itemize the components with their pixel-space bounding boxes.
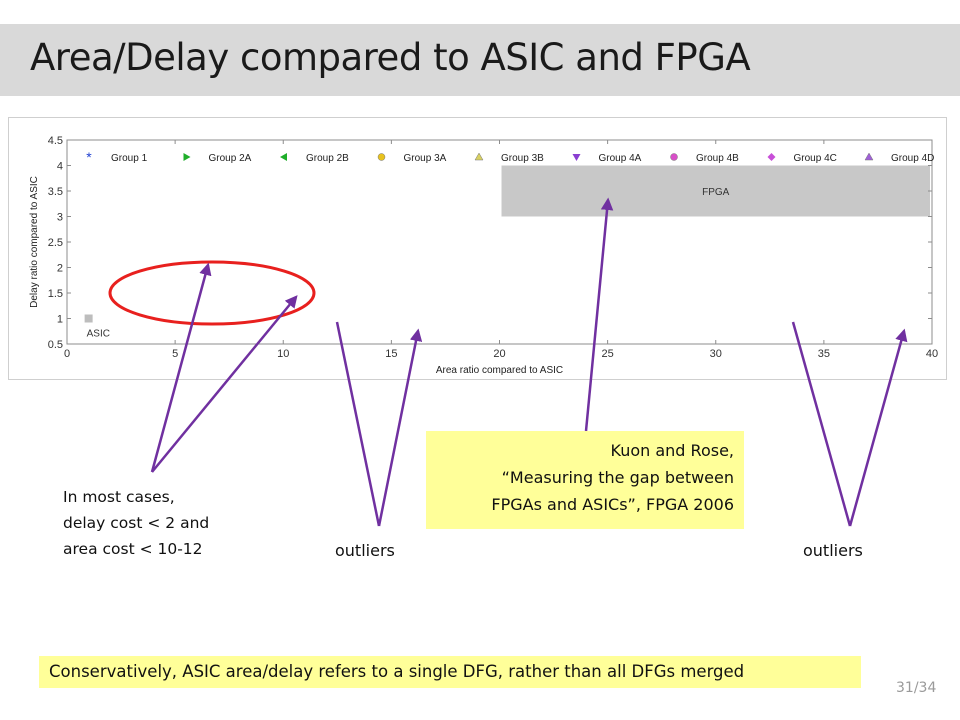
- legend-label: Group 3B: [501, 153, 544, 164]
- citation-line-1: Kuon and Rose,: [610, 441, 735, 460]
- legend-marker: [572, 154, 581, 161]
- y-tick-label: 3.5: [48, 186, 63, 198]
- asic-marker: [84, 314, 93, 323]
- legend-marker: [474, 152, 484, 161]
- y-axis-label: Delay ratio compared to ASIC: [29, 176, 40, 308]
- x-tick-label: 10: [277, 348, 289, 360]
- x-tick-label: 5: [172, 348, 178, 360]
- asic-label: ASIC: [87, 329, 110, 340]
- x-tick-label: 35: [818, 348, 830, 360]
- y-tick-label: 2: [57, 263, 63, 275]
- legend-label: Group 4B: [696, 153, 739, 164]
- scatter-chart: FPGA ASIC 0 5 10 15 20 25 30 35 40 0.5 1 1.5 2 2.5 3 3.5 4…: [29, 135, 938, 376]
- x-tick-label: 25: [602, 348, 614, 360]
- citation-box: Kuon and Rose, “Measuring the gap betwee…: [426, 431, 744, 529]
- legend-label: Group 4D: [891, 153, 934, 164]
- y-tick-label: 1.5: [48, 288, 63, 300]
- legend-marker: [864, 152, 874, 161]
- legend-marker: [767, 153, 776, 161]
- citation-line-3: FPGAs and ASICs”, FPGA 2006: [491, 495, 734, 514]
- legend-marker: [670, 153, 678, 161]
- outliers-label-right: outliers: [803, 541, 863, 560]
- citation-line-2: “Measuring the gap between: [501, 468, 734, 487]
- fpga-region-label: FPGA: [702, 187, 730, 198]
- y-tick-label: 3: [57, 212, 63, 224]
- page-number: 31/34: [896, 680, 937, 696]
- note-left-line-3: area cost < 10-12: [63, 540, 203, 558]
- legend-label: Group 4C: [794, 153, 837, 164]
- footer-note: Conservatively, ASIC area/delay refers t…: [39, 656, 861, 688]
- legend-marker: [377, 153, 386, 161]
- y-tick-label: 0.5: [48, 339, 63, 351]
- legend-label: Group 3A: [404, 153, 447, 164]
- fpga-region: [501, 165, 930, 217]
- chart-frame: FPGA ASIC 0 5 10 15 20 25 30 35 40 0.5 1 1.5 2 2.5 3 3.5 4…: [8, 117, 947, 380]
- x-tick-label: 20: [493, 348, 505, 360]
- legend-label: Group 4A: [599, 153, 642, 164]
- note-left: In most cases, delay cost < 2 and area c…: [63, 484, 209, 562]
- note-left-line-2: delay cost < 2 and: [63, 514, 210, 532]
- outliers-label-left: outliers: [335, 541, 395, 560]
- y-tick-label: 4.5: [48, 135, 63, 147]
- y-tick-label: 1: [57, 314, 63, 326]
- x-tick-label: 0: [64, 348, 70, 360]
- slide-title: Area/Delay compared to ASIC and FPGA: [30, 36, 751, 79]
- legend-marker: [280, 153, 287, 161]
- x-tick-label: 15: [385, 348, 397, 360]
- note-left-line-1: In most cases,: [63, 488, 175, 506]
- x-tick-label: 40: [926, 348, 938, 360]
- legend-marker: [183, 153, 191, 161]
- legend-label: Group 2B: [306, 153, 349, 164]
- legend-label: Group 1: [111, 153, 148, 164]
- x-tick-label: 30: [710, 348, 722, 360]
- title-bar: [0, 24, 960, 96]
- legend-label: Group 2A: [209, 153, 252, 164]
- legend-marker: *: [86, 149, 92, 165]
- x-axis-label: Area ratio compared to ASIC: [436, 365, 563, 376]
- y-tick-label: 4: [57, 161, 63, 173]
- y-tick-label: 2.5: [48, 237, 63, 249]
